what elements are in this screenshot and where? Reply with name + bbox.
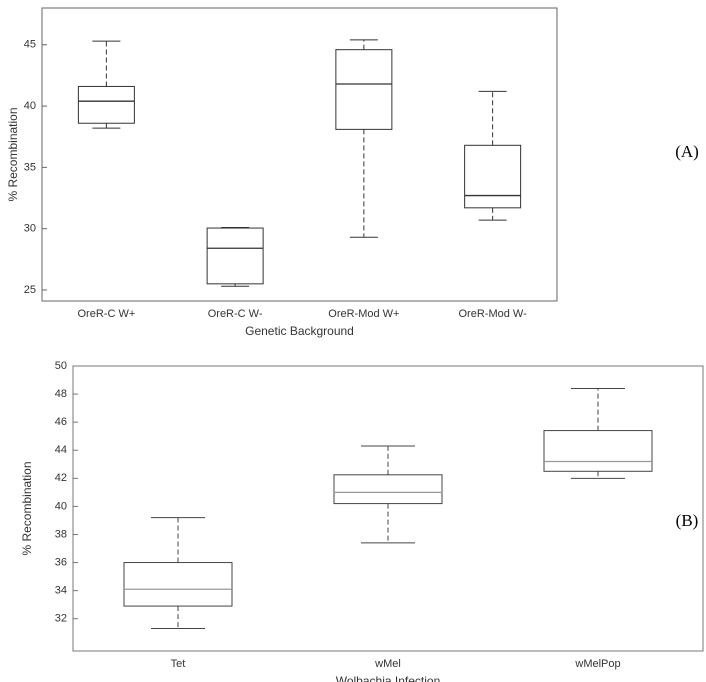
y-tick-label: 34 <box>55 585 67 597</box>
y-tick-label: 50 <box>55 360 67 372</box>
y-tick-label: 46 <box>55 416 67 428</box>
x-tick-label: Tet <box>171 658 186 670</box>
y-tick-label: 38 <box>55 528 67 540</box>
x-axis-title: Wolbachia Infection <box>336 674 441 682</box>
x-tick-label: wMel <box>374 658 401 670</box>
box <box>543 430 653 472</box>
y-tick-label: 40 <box>24 100 36 112</box>
panel-label: (B) <box>676 511 699 530</box>
box <box>77 85 135 124</box>
y-tick-label: 35 <box>24 161 36 173</box>
y-tick-label: 44 <box>55 444 67 456</box>
panel-label: (A) <box>675 142 699 161</box>
x-tick-label: OreR-Mod W- <box>459 308 528 320</box>
y-axis-title: % Recombination <box>20 461 34 555</box>
box <box>206 227 264 285</box>
x-tick-label: OreR-C W+ <box>78 308 136 320</box>
y-tick-label: 45 <box>24 39 36 51</box>
y-tick-label: 36 <box>55 556 67 568</box>
y-tick-label: 32 <box>55 613 67 625</box>
plot-frame <box>41 7 558 302</box>
y-tick-label: 48 <box>55 388 67 400</box>
y-tick-label: 40 <box>55 500 67 512</box>
y-tick-label: 42 <box>55 472 67 484</box>
plot-frame <box>72 365 704 652</box>
x-tick-label: OreR-Mod W+ <box>328 308 399 320</box>
y-tick-label: 30 <box>24 223 36 235</box>
box <box>123 562 233 607</box>
x-tick-label: OreR-C W- <box>208 308 263 320</box>
box <box>464 144 522 209</box>
x-axis-title: Genetic Background <box>245 324 354 338</box>
y-axis-title: % Recombination <box>6 107 20 201</box>
y-tick-label: 25 <box>24 284 36 296</box>
box <box>333 474 443 505</box>
x-tick-label: wMelPop <box>574 658 620 670</box>
box <box>335 49 393 130</box>
